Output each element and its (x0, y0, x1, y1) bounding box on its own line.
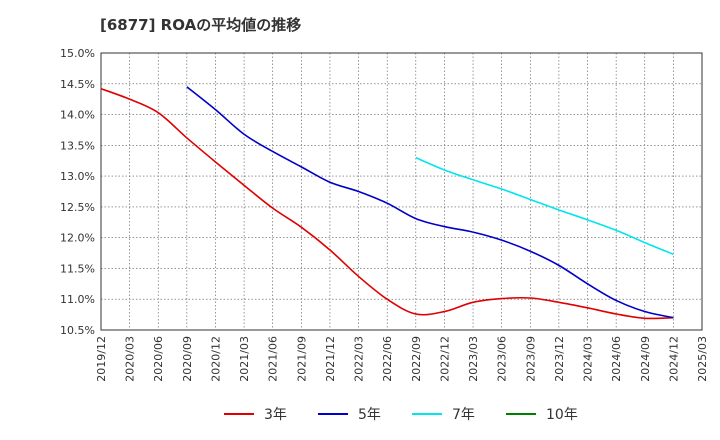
x-tick-label: 2022/12 (438, 336, 451, 382)
y-tick-label: 14.0% (60, 109, 95, 122)
x-tick-label: 2024/06 (610, 336, 623, 382)
y-tick-label: 12.5% (60, 201, 95, 214)
x-tick-label: 2020/03 (124, 336, 137, 382)
x-tick-label: 2022/09 (410, 336, 423, 382)
x-tick-label: 2023/09 (524, 336, 537, 382)
x-tick-label: 2023/12 (553, 336, 566, 382)
chart-title: [6877] ROAの平均値の推移 (100, 16, 302, 34)
x-tick-label: 2021/06 (267, 336, 280, 382)
legend-label-2: 5年 (358, 407, 381, 423)
y-tick-label: 13.5% (60, 139, 95, 152)
y-tick-label: 11.0% (60, 293, 95, 306)
x-tick-label: 2021/09 (295, 336, 308, 382)
x-tick-label: 2023/06 (496, 336, 509, 382)
legend-label-3: 7年 (452, 407, 475, 423)
x-tick-label: 2020/09 (181, 336, 194, 382)
series-line-1 (100, 87, 674, 320)
legend-label-1: 3年 (264, 407, 287, 423)
y-tick-label: 10.5% (60, 324, 95, 337)
y-tick-label: 12.0% (60, 232, 95, 245)
x-tick-label: 2024/12 (667, 336, 680, 382)
x-tick-label: 2022/06 (381, 336, 394, 382)
y-tick-label: 13.0% (60, 170, 95, 183)
series-line-2 (186, 86, 674, 319)
y-tick-label: 15.0% (60, 47, 95, 60)
x-tick-label: 2020/12 (209, 336, 222, 382)
x-tick-label: 2023/03 (467, 336, 480, 382)
x-tick-label: 2025/03 (696, 336, 709, 382)
y-tick-label: 11.5% (60, 262, 95, 275)
x-tick-label: 2021/03 (238, 336, 251, 382)
x-tick-label: 2019/12 (95, 336, 108, 382)
legend-label-4: 10年 (546, 407, 578, 423)
x-tick-label: 2024/03 (582, 336, 595, 382)
x-tick-label: 2022/03 (353, 336, 366, 382)
x-tick-label: 2024/09 (639, 336, 652, 382)
x-tick-label: 2020/06 (152, 336, 165, 382)
y-tick-label: 14.5% (60, 78, 95, 91)
series-line-3 (415, 156, 674, 256)
x-tick-label: 2021/12 (324, 336, 337, 382)
plot-area (101, 53, 702, 330)
plot-frame (100, 52, 703, 331)
